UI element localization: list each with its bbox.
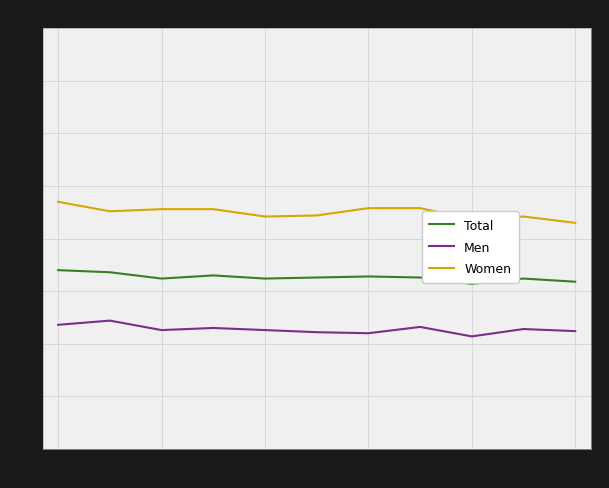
- Total: [468, 281, 476, 287]
- Men: [572, 328, 579, 334]
- Total: [54, 267, 62, 273]
- Total: [106, 270, 113, 276]
- Men: [417, 325, 424, 330]
- Women: [54, 200, 62, 205]
- Men: [54, 322, 62, 328]
- Women: [520, 214, 527, 220]
- Women: [209, 207, 217, 213]
- Total: [158, 276, 165, 282]
- Women: [417, 206, 424, 212]
- Women: [572, 221, 579, 226]
- Total: [417, 275, 424, 281]
- Men: [209, 325, 217, 331]
- Total: [572, 279, 579, 285]
- Total: [520, 276, 527, 282]
- Total: [209, 273, 217, 279]
- Women: [158, 207, 165, 213]
- Total: [365, 274, 372, 280]
- Men: [313, 329, 320, 335]
- Men: [520, 326, 527, 332]
- Women: [106, 209, 113, 215]
- Line: Women: Women: [58, 203, 576, 224]
- Men: [158, 327, 165, 333]
- Total: [313, 275, 320, 281]
- Total: [261, 276, 269, 282]
- Women: [365, 206, 372, 212]
- Women: [313, 213, 320, 219]
- Men: [365, 331, 372, 337]
- Line: Total: Total: [58, 270, 576, 284]
- Men: [468, 334, 476, 340]
- Men: [106, 318, 113, 324]
- Women: [261, 214, 269, 220]
- Line: Men: Men: [58, 321, 576, 337]
- Women: [468, 217, 476, 223]
- Men: [261, 327, 269, 333]
- Legend: Total, Men, Women: Total, Men, Women: [421, 212, 519, 283]
